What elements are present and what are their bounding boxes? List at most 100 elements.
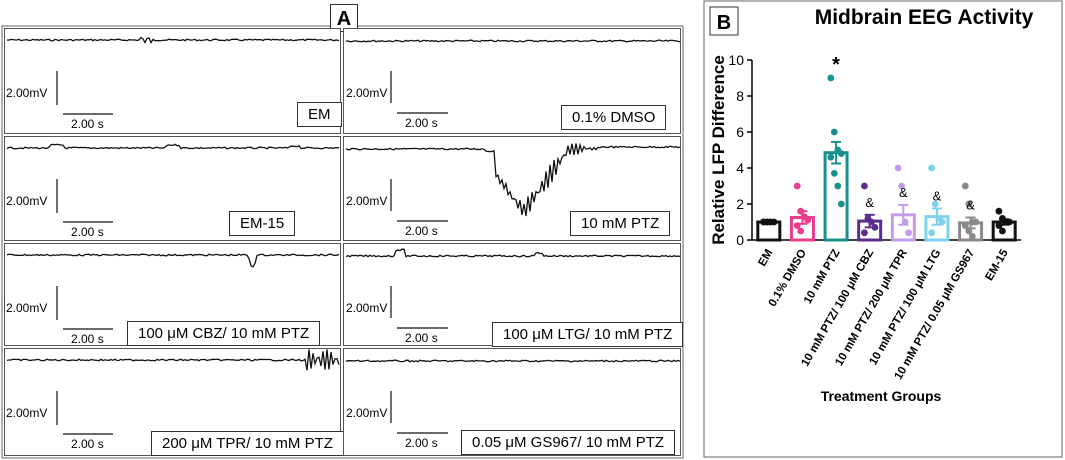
condition-label: 10 mM PTZ [570, 211, 671, 236]
data-point [995, 207, 1003, 215]
data-point [901, 218, 909, 226]
data-point [961, 222, 969, 230]
time-scale-label: 2.00 s [71, 437, 104, 451]
condition-label: 0.05 μM GS967/ 10 mM PTZ [461, 430, 676, 455]
voltage-scale-label: 2.00mV [6, 86, 48, 100]
data-point [797, 207, 805, 215]
chart-title: Midbrain EEG Activity [815, 6, 1034, 29]
y-tick-label: 10 [728, 52, 744, 68]
condition-label: 200 μM TPR/ 10 mM PTZ [151, 431, 344, 456]
y-tick-label: 6 [736, 124, 744, 140]
data-point [861, 182, 868, 190]
trace-cell: 2.00mV 2.00 s 100 μM LTG/ 10 mM PTZ [343, 243, 684, 347]
significance-marker: & [966, 198, 975, 213]
condition-label: 0.1% DMSO [561, 105, 667, 130]
panel-b-frame [703, 0, 1063, 458]
y-axis-label: Relative LFP Difference [709, 55, 728, 245]
data-point [995, 222, 1003, 230]
voltage-scale-label: 2.00mV [346, 406, 388, 420]
eeg-trace-line [345, 142, 681, 217]
voltage-scale-label: 2.00mV [346, 86, 388, 100]
time-scale-label: 2.00 s [71, 332, 104, 346]
eeg-trace-line [345, 39, 681, 43]
eeg-trace [6, 143, 340, 223]
data-point [871, 224, 879, 231]
voltage-scale-label: 2.00mV [6, 194, 48, 208]
trace-cell: 2.00mV 2.00 s 200 μM TPR/ 10 mM PTZ [4, 348, 344, 456]
panel-b-letter: B [717, 12, 731, 34]
significance-marker: & [933, 189, 942, 204]
eeg-trace [345, 142, 681, 222]
time-scale-label: 2.00 s [405, 224, 438, 238]
condition-label: EM [297, 102, 342, 127]
data-point [965, 227, 973, 235]
eeg-trace [345, 39, 681, 114]
data-point [793, 182, 801, 190]
trace-cell: 2.00mV 2.00 s 10 mM PTZ [343, 136, 681, 241]
data-point [827, 74, 835, 82]
trace-cell: 2.00mV 2.00 s 0.05 μM GS967/ 10 mM PTZ [343, 348, 681, 456]
data-point [837, 150, 845, 158]
panel-a: A 2.00mV 2.00 s EM 2.00mV 2.00 s 0.1% DMSO 2.0… [1, 4, 684, 459]
time-scale-label: 2.00 s [71, 117, 104, 131]
trace-cell: 2.00mV 2.00 s 100 μM CBZ/ 10 mM PTZ [4, 243, 341, 346]
data-point [905, 229, 912, 237]
eeg-trace [345, 359, 681, 434]
eeg-trace [345, 248, 681, 329]
trace-cell: 2.00mV 2.00 s EM-15 [4, 136, 341, 241]
eeg-trace-line [6, 349, 340, 371]
y-tick-label: 4 [736, 160, 744, 176]
time-scale-label: 2.00 s [405, 436, 438, 450]
voltage-scale-label: 2.00mV [6, 406, 48, 420]
bar [823, 151, 849, 242]
x-axis-label: Treatment Groups [821, 388, 942, 404]
data-point [793, 222, 801, 230]
voltage-scale-label: 2.00mV [6, 301, 48, 315]
eeg-trace [6, 253, 340, 330]
trace-cell: 2.00mV 2.00 s 0.1% DMSO [343, 28, 681, 134]
data-point [965, 200, 973, 208]
eeg-trace-line [6, 36, 340, 45]
data-point [1006, 218, 1013, 226]
data-point [830, 170, 838, 177]
voltage-scale-label: 2.00mV [346, 194, 388, 208]
data-point [868, 218, 875, 226]
data-point [972, 218, 980, 226]
panel-b: B Midbrain EEG Activity Relative LFP Dif… [703, 0, 1065, 460]
x-tick-label: EM [756, 248, 775, 269]
data-point [804, 216, 812, 224]
time-scale-label: 2.00 s [405, 331, 438, 345]
eeg-trace [6, 349, 340, 435]
data-point [928, 229, 936, 237]
panel-b-letter-box [709, 6, 739, 36]
significance-marker: & [865, 195, 874, 210]
data-point [928, 164, 936, 172]
data-point [898, 182, 905, 190]
eeg-trace-line [345, 359, 681, 363]
data-point [834, 182, 842, 190]
data-point [830, 128, 838, 136]
data-point [931, 200, 939, 208]
significance-marker: & [899, 185, 908, 200]
data-point [767, 218, 774, 226]
data-point [961, 182, 969, 190]
data-point [797, 227, 805, 235]
data-point [894, 164, 902, 172]
lfp-bar-chart: B Midbrain EEG Activity Relative LFP Dif… [703, 0, 1063, 458]
data-point [837, 200, 845, 208]
data-point [968, 233, 976, 240]
significance-marker: * [832, 54, 840, 76]
condition-label: EM-15 [229, 211, 296, 236]
eeg-trace-line [6, 143, 340, 150]
x-tick-label: EM-15 [983, 247, 1011, 283]
y-tick-label: 2 [736, 196, 744, 212]
condition-label: 100 μM LTG/ 10 mM PTZ [492, 322, 684, 347]
data-point [827, 153, 835, 161]
data-point [938, 218, 946, 226]
eeg-trace-line [345, 248, 681, 258]
voltage-scale-label: 2.00mV [346, 301, 388, 315]
data-point [861, 229, 868, 237]
data-point [999, 227, 1006, 235]
eeg-trace [6, 36, 340, 115]
time-scale-label: 2.00 s [405, 116, 438, 130]
